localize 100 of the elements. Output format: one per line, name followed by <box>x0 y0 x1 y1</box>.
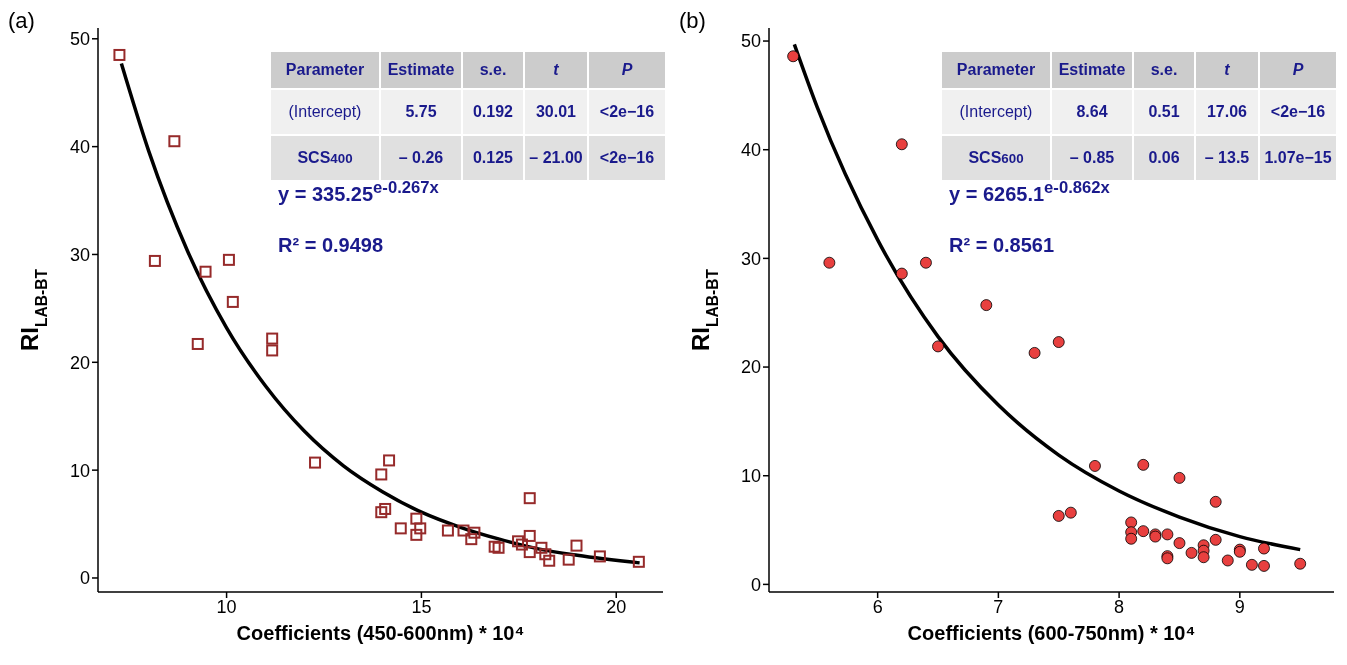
x-tick-label: 6 <box>872 596 883 617</box>
point <box>1064 506 1077 519</box>
point <box>1258 560 1270 572</box>
annotation: (Intercept) <box>271 90 379 134</box>
y-tick-label: 40 <box>740 140 761 161</box>
point <box>1089 460 1101 472</box>
annotation: 0.06 <box>1134 136 1194 180</box>
annotation: <2e−16 <box>589 90 665 134</box>
point <box>932 340 944 353</box>
annotation: Estimate <box>1052 52 1132 88</box>
annotation: s.e. <box>1134 52 1194 88</box>
point <box>1197 551 1210 564</box>
point <box>1209 533 1222 546</box>
annotation: 0.51 <box>1134 90 1194 134</box>
point <box>266 344 279 357</box>
annotation: Estimate <box>381 52 461 88</box>
y-tick-label: 30 <box>69 244 90 265</box>
point <box>113 48 126 61</box>
y-tick-label: 20 <box>740 357 761 378</box>
point <box>1246 558 1258 571</box>
point <box>375 468 388 481</box>
point <box>379 502 392 515</box>
y-tick-label: 30 <box>740 248 761 269</box>
point <box>895 267 908 280</box>
point <box>410 528 423 541</box>
y-tick-label: 20 <box>69 352 90 373</box>
point <box>148 254 161 267</box>
point <box>1137 458 1150 471</box>
point <box>394 522 407 535</box>
y-tick-label: 40 <box>69 137 90 158</box>
point <box>1294 557 1307 570</box>
point <box>1052 510 1065 522</box>
chart-title: (a) <box>8 8 35 34</box>
point <box>980 299 993 312</box>
y-tick-label: 10 <box>69 460 90 481</box>
point <box>535 541 548 554</box>
y-tick-label: 50 <box>69 29 90 50</box>
annotation: P <box>1260 52 1336 88</box>
point <box>787 50 800 63</box>
point <box>570 539 583 552</box>
point <box>410 512 423 525</box>
annotation: – 21.00 <box>525 136 587 180</box>
annotation: R² = 0.9498 <box>278 234 384 257</box>
annotation: Parameter <box>271 52 379 88</box>
x-tick-label: 7 <box>993 596 1004 617</box>
point <box>441 524 454 537</box>
point <box>1173 472 1186 484</box>
annotation: (Intercept) <box>942 90 1050 134</box>
point <box>920 256 932 269</box>
point <box>523 546 536 559</box>
point <box>465 533 478 546</box>
annotation: – 0.26 <box>398 149 444 166</box>
point <box>468 526 481 539</box>
point <box>1052 336 1065 348</box>
point <box>226 295 239 308</box>
point <box>593 550 606 563</box>
annotation: 5.75 <box>381 90 461 134</box>
point <box>1185 546 1198 559</box>
annotation: 0.192 <box>463 90 523 134</box>
annotation: R² = 0.8561 <box>949 234 1055 257</box>
annotation: <2e−16 <box>1260 90 1336 134</box>
point <box>823 256 836 269</box>
point <box>191 337 204 350</box>
point <box>222 253 235 266</box>
annotation: <2e−16 <box>589 136 665 180</box>
chart-title: (b) <box>679 8 706 34</box>
x-tick-label: 8 <box>1114 596 1125 617</box>
point <box>895 138 908 151</box>
point <box>457 524 470 537</box>
annotation: 30.01 <box>525 90 587 134</box>
point <box>1028 347 1041 359</box>
point <box>1161 528 1174 541</box>
annotation: t <box>525 52 587 88</box>
y-tick-label: 0 <box>79 568 90 589</box>
annotation: 17.06 <box>1196 90 1258 134</box>
point <box>309 456 322 469</box>
point <box>266 332 279 345</box>
annotation: y = 6265.1$^{e-0.862x}$ <box>949 178 1110 206</box>
annotation: 1.07e−15 <box>1260 136 1336 180</box>
point <box>543 554 556 567</box>
point <box>562 553 575 566</box>
x-tick-label: 9 <box>1234 596 1245 617</box>
x-tick-label: 10 <box>216 596 237 617</box>
point <box>375 506 388 519</box>
annotation: Parameter <box>942 52 1050 88</box>
point <box>383 454 396 467</box>
annotation: t <box>1196 52 1258 88</box>
x-tick-label: 20 <box>606 596 627 617</box>
y-tick-label: 50 <box>740 31 761 52</box>
annotation: s.e. <box>463 52 523 88</box>
point <box>1137 525 1150 538</box>
point <box>1209 495 1222 508</box>
annotation: 0.125 <box>463 136 523 180</box>
point <box>1125 516 1138 529</box>
point <box>199 265 212 278</box>
point <box>523 492 536 505</box>
annotation: 8.64 <box>1052 90 1132 134</box>
x-tick-label: 15 <box>411 596 432 617</box>
point <box>488 540 501 553</box>
point <box>523 529 536 542</box>
